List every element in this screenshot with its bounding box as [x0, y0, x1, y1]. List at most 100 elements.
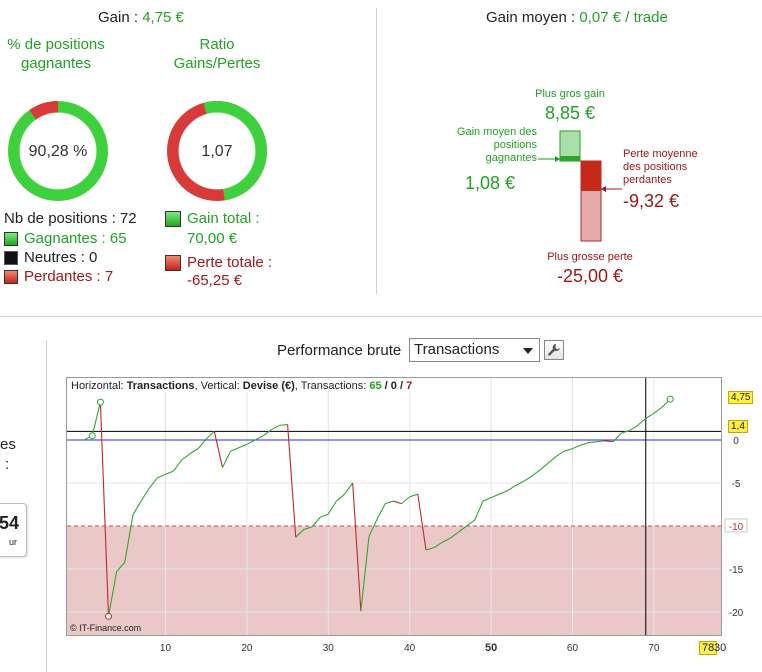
series-segment-gain [466, 519, 476, 527]
series-point-marker [96, 398, 104, 406]
info-horizontal-value: Transactions [126, 380, 195, 392]
gain-value: 4,75 € [142, 9, 184, 26]
series-segment-gain [319, 513, 329, 518]
y-tick-label: -10 [729, 522, 744, 533]
wrench-icon [548, 344, 560, 356]
biggest-loss-label: Plus grosse perte [547, 251, 633, 263]
series-segment-gain [539, 462, 549, 471]
red-swatch [4, 269, 18, 284]
green-swatch [165, 210, 181, 227]
perf-chart-plot [67, 378, 721, 635]
positions-count: Nb de positions : 72 [4, 210, 137, 227]
red-swatch [165, 254, 181, 271]
losers-label: Perdantes : 7 [24, 268, 114, 285]
left-fragment-colon: : [5, 456, 10, 473]
avg-win-label-line: Gain moyen des [456, 126, 537, 138]
settings-button[interactable] [544, 340, 564, 360]
left-panel-divider [46, 340, 47, 672]
last-value-label: 4,75 [728, 391, 754, 404]
x-tick-label: 10 [160, 643, 172, 654]
series-segment-gain [450, 531, 459, 539]
series-segment-gain [254, 435, 264, 441]
series-segment-loss [287, 424, 297, 538]
series-segment-gain [474, 500, 484, 521]
series-segment-gain [645, 412, 655, 419]
avg-win-value: 1,08 € [464, 173, 516, 193]
avg-loss-label-line: des positions [623, 161, 688, 173]
series-segment-gain [653, 406, 663, 414]
loss-limit-label-box [724, 518, 748, 533]
avg-loss-label-line: perdantes [623, 174, 672, 186]
series-segment-gain [425, 546, 435, 551]
series-segment-gain [482, 497, 492, 502]
series-segment-gain [157, 473, 166, 479]
avg-loss-arrow [601, 186, 606, 192]
series-point-marker [105, 612, 113, 620]
series-segment-gain [344, 482, 354, 495]
series-segment-gain [547, 455, 557, 464]
left-stat-card[interactable]: 54 ur [0, 503, 27, 557]
ratio-title: Ratio Gains/Pertes [173, 36, 261, 72]
series-segment-gain [409, 493, 419, 498]
series-segment-gain [515, 480, 524, 487]
series-segment-gain [580, 442, 589, 446]
series-segment-loss [393, 500, 402, 505]
info-neutral: 0 [390, 380, 397, 392]
avg-win-label-line: gagnantes [485, 152, 537, 164]
series-segment-gain [621, 430, 630, 434]
perf-mode-value: Transactions [414, 341, 500, 358]
info-sep: / [396, 380, 407, 392]
gain-loss-bars [538, 130, 622, 242]
series-segment-gain [173, 459, 183, 472]
left-stat-value: 54 [0, 513, 20, 533]
series-segment-gain [637, 418, 647, 426]
series-segment-gain [116, 561, 126, 572]
avg-loss-label: Perte moyenne des positions perdantes [623, 148, 703, 187]
left-stat-unit: ur [9, 537, 18, 547]
series-segment-gain [205, 431, 215, 440]
info-sep: / [381, 380, 391, 392]
series-segment-gain [588, 441, 597, 444]
neutral-label: Neutres : 0 [24, 249, 98, 266]
total-gain-label: Gain total : [187, 210, 260, 227]
series-segment-gain [189, 448, 199, 455]
x-tick-label: 60 [567, 643, 579, 654]
divider-vertical [376, 8, 377, 294]
series-segment-gain [303, 526, 313, 530]
perf-title: Performance brute [277, 342, 402, 359]
legend-total-gain: Gain total : [165, 210, 260, 227]
series-segment-gain [572, 444, 581, 450]
series-segment-loss [99, 402, 110, 617]
series-segment-gain [555, 450, 565, 457]
green-swatch [4, 231, 18, 246]
pct-winners-title: % de positions gagnantes [7, 36, 105, 72]
avg-win-label: Gain moyen des positions gagnantes [440, 126, 537, 165]
series-segment-gain [238, 443, 248, 449]
info-horizontal-label: Horizontal: [71, 380, 127, 392]
series-segment-gain [490, 493, 500, 499]
series-segment-gain [401, 496, 411, 505]
perf-mode-select[interactable]: Transactions [409, 338, 540, 362]
series-point-marker [666, 395, 674, 403]
x-tick-label: 70 [648, 643, 660, 654]
series-segment-gain [181, 453, 191, 461]
pct-winners-ring [8, 101, 108, 201]
series-segment-gain [165, 470, 174, 475]
avg-gain-value: 0,07 € / trade [579, 9, 668, 26]
series-segment-loss [417, 494, 427, 551]
series-segment-loss [213, 431, 224, 468]
legend-neutral: Neutres : 0 [4, 249, 97, 266]
series-segment-gain [327, 500, 337, 515]
perf-chart[interactable]: Horizontal: Transactions, Vertical: Devi… [66, 377, 722, 636]
series-segment-gain [246, 439, 256, 445]
series-segment-gain [523, 475, 533, 482]
series-segment-gain [596, 440, 606, 443]
series-segment-gain [629, 424, 638, 432]
pct-winners-value: 90,28 % [28, 143, 88, 160]
series-segment-gain [531, 469, 541, 477]
series-segment-gain [433, 541, 443, 548]
series-segment-gain [279, 423, 288, 426]
loss-zone [67, 526, 721, 635]
series-segment-gain [197, 438, 207, 449]
series-segment-gain [230, 447, 239, 452]
